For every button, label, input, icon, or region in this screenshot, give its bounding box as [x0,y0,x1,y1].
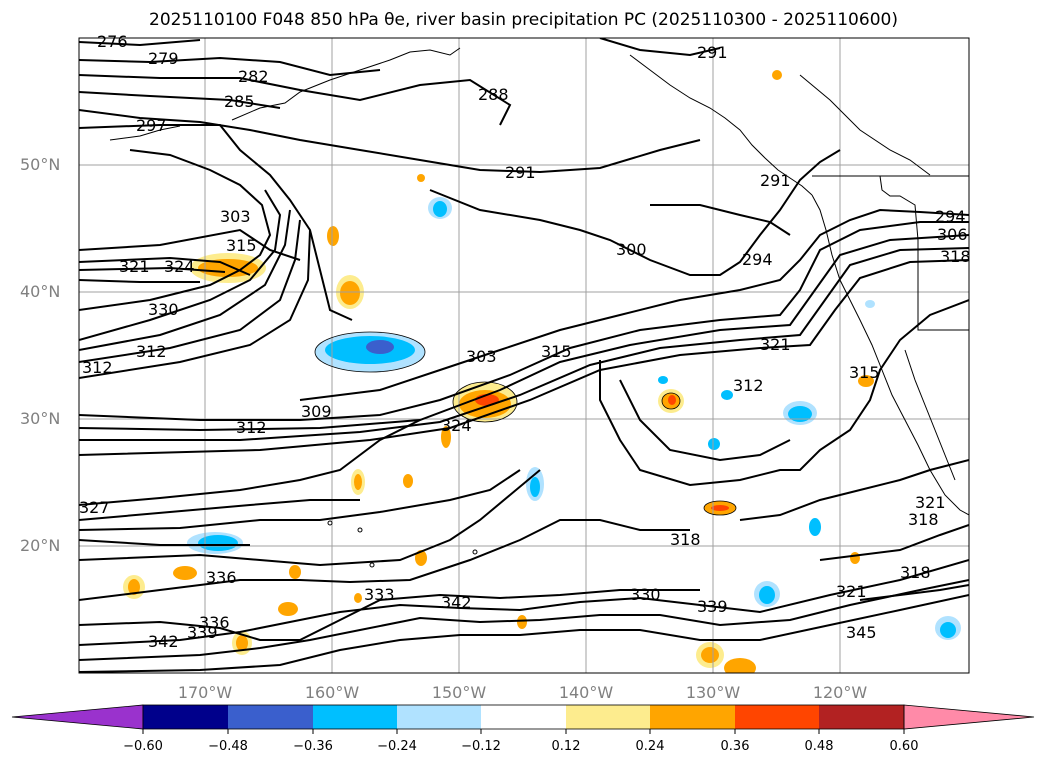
colorbar-tick-label: −0.36 [293,739,333,754]
contour-label: 300 [616,240,647,259]
contour-label: 330 [148,300,179,319]
colorbar-swatch [735,705,819,729]
contour-label: 282 [238,67,269,86]
contour-label: 312 [82,358,113,377]
contour-label: 324 [441,416,472,435]
contour-label: 318 [900,563,931,582]
lon-label-160w: 160°W [304,683,360,702]
contour-label: 297 [136,116,167,135]
colorbar-tick-label: −0.48 [208,739,248,754]
contour-label: 285 [224,92,255,111]
colorbar-tick-label: 0.60 [889,739,919,754]
contour-label: 342 [441,593,472,612]
contour-label: 306 [937,225,968,244]
contour-label: 339 [187,623,218,642]
contour-label: 336 [206,568,237,587]
contour-label: 291 [505,163,536,182]
contour-label: 321 [119,257,150,276]
colorbar-extend-low [11,704,144,730]
contour-label: 291 [760,171,791,190]
colorbar-tick-label: 0.12 [551,739,581,754]
contour-label: 342 [148,632,179,651]
contour-label: 315 [849,363,880,382]
contour-label: 324 [164,257,195,276]
contour-label: 312 [136,342,167,361]
contour-label: 288 [478,85,509,104]
colorbar-swatch [650,705,735,729]
colorbar-swatch [397,705,481,729]
theta-e-contours [79,38,969,673]
colorbar-tick-label: 0.48 [804,739,834,754]
colorbar-swatch [566,705,650,729]
colorbar-swatch [228,705,313,729]
lat-label-30n: 30°N [20,409,61,428]
contour-label: 321 [836,582,867,601]
contour-label: 315 [541,342,572,361]
contour-label: 321 [915,493,946,512]
lat-label-50n: 50°N [20,155,61,174]
colorbar-swatch [313,705,397,729]
precip-outlines [314,331,737,516]
lon-label-140w: 140°W [558,683,614,702]
colorbar-swatch [481,705,566,729]
colorbar-extend-high [903,704,1035,730]
contour-label: 303 [466,347,497,366]
colorbar-tick-label: 0.24 [635,739,665,754]
contour-label: 318 [940,247,971,266]
contour-label: 279 [148,49,179,68]
contour-label: 327 [79,498,110,517]
contour-label: 312 [733,376,764,395]
contour-label: 336 [199,613,230,632]
lon-label-150w: 150°W [431,683,487,702]
colorbar-swatch [143,705,228,729]
contour-label: 345 [846,623,877,642]
contour-label: 294 [935,207,966,226]
colorbar-tick-label: −0.12 [461,739,501,754]
contour-label: 321 [760,335,791,354]
map-title: 2025110100 F048 850 hPa θe, river basin … [149,10,898,30]
lat-label-20n: 20°N [20,536,61,555]
colorbar-tick-label: −0.24 [377,739,417,754]
contour-label: 318 [908,510,939,529]
contour-label: 318 [670,530,701,549]
contour-label: 333 [364,585,395,604]
contour-label: 303 [220,207,251,226]
contour-label: 309 [301,402,332,421]
contour-label: 312 [236,418,267,437]
lon-label-130w: 130°W [685,683,741,702]
colorbar [11,704,1035,734]
contour-label: 339 [697,597,728,616]
lon-label-170w: 170°W [177,683,233,702]
coastlines [109,47,969,568]
colorbar-tick-label: 0.36 [720,739,750,754]
contour-label: 294 [742,250,773,269]
contour-labels: 276 279 282 285 288 291 291 297 291 294 … [79,32,971,651]
colorbar-swatch [819,705,904,729]
contour-label: 315 [226,236,257,255]
lon-label-120w: 120°W [812,683,868,702]
contour-label: 276 [97,32,128,51]
colorbar-tick-label: −0.60 [123,739,163,754]
contour-label: 291 [697,43,728,62]
contour-label: 330 [630,585,661,604]
lat-label-40n: 40°N [20,282,61,301]
map-border [78,37,970,674]
